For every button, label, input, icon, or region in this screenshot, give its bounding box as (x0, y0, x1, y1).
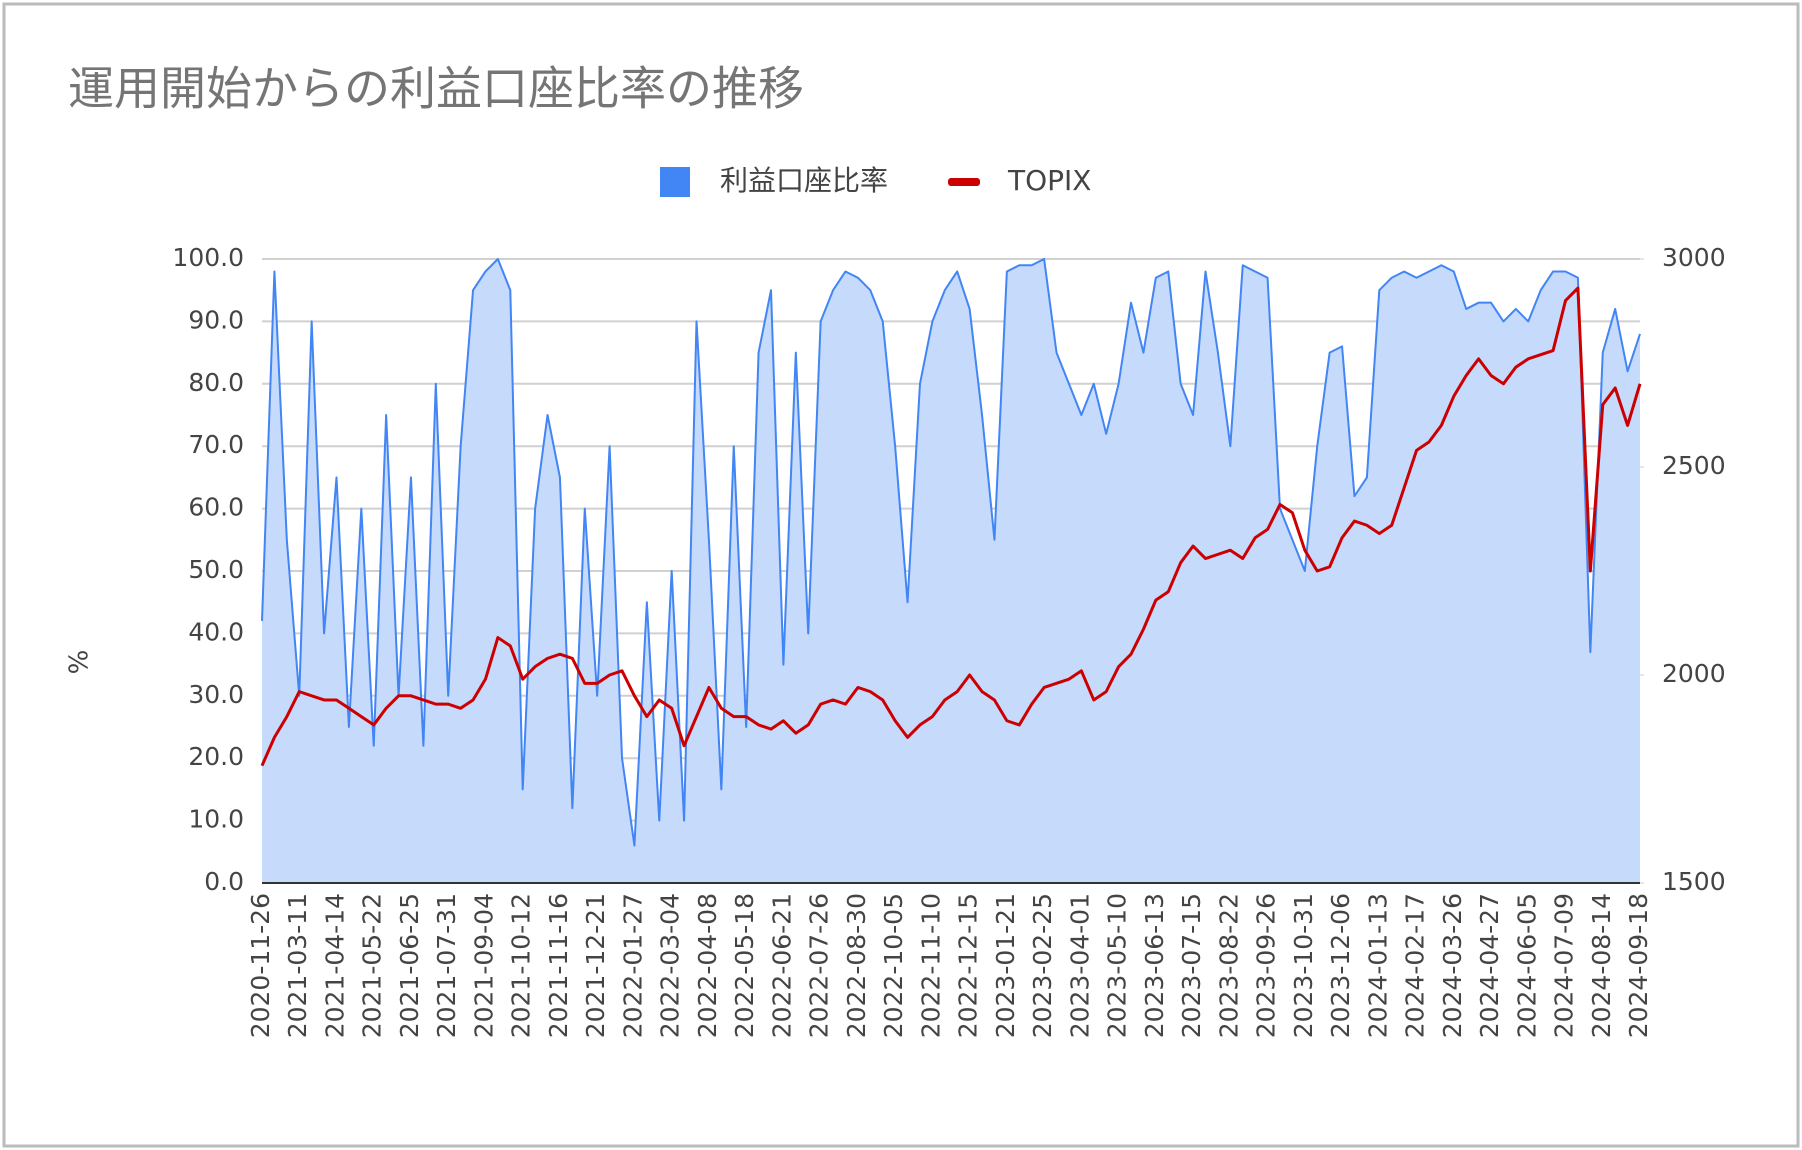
legend-label: 利益口座比率 (720, 164, 888, 197)
x-tick-label: 2022-07-26 (805, 893, 834, 1038)
y-tick-label: 50.0 (188, 555, 244, 584)
x-tick-label: 2021-12-21 (581, 893, 610, 1038)
x-tick-label: 2023-06-13 (1140, 893, 1169, 1038)
x-tick-label: 2024-07-09 (1550, 893, 1579, 1038)
chart-title: 運用開始からの利益口座比率の推移 (68, 62, 804, 116)
y-tick-label: 40.0 (188, 617, 244, 646)
x-tick-label: 2024-08-14 (1587, 893, 1616, 1038)
x-tick-label: 2023-09-26 (1252, 893, 1281, 1038)
x-tick-label: 2021-05-22 (358, 893, 387, 1038)
legend-swatch (948, 178, 981, 186)
x-tick-label: 2022-06-21 (767, 893, 796, 1038)
x-tick-label: 2022-10-05 (879, 893, 908, 1038)
x-tick-label: 2021-03-11 (283, 893, 312, 1038)
y-tick-label: 30.0 (188, 680, 244, 709)
y-tick-label: 60.0 (188, 493, 244, 522)
y-tick-label: 90.0 (188, 305, 244, 334)
x-tick-label: 2024-03-26 (1438, 893, 1467, 1038)
y2-tick-label: 1500 (1662, 867, 1726, 896)
x-tick-label: 2023-05-10 (1103, 893, 1132, 1038)
x-tick-label: 2024-09-18 (1624, 893, 1653, 1038)
legend-swatch (660, 167, 690, 197)
x-tick-label: 2024-06-05 (1512, 893, 1541, 1038)
y2-tick-label: 2500 (1662, 451, 1726, 480)
x-tick-label: 2024-02-17 (1401, 893, 1430, 1038)
x-tick-label: 2024-01-13 (1363, 893, 1392, 1038)
x-tick-label: 2023-04-01 (1065, 893, 1094, 1038)
x-tick-label: 2023-01-21 (991, 893, 1020, 1038)
x-tick-label: 2022-01-27 (618, 893, 647, 1038)
y2-tick-label: 3000 (1662, 243, 1726, 272)
x-tick-label: 2020-11-26 (246, 893, 275, 1038)
x-tick-label: 2021-04-14 (320, 893, 349, 1038)
x-tick-label: 2021-06-25 (395, 893, 424, 1038)
x-tick-label: 2022-04-08 (693, 893, 722, 1038)
x-tick-label: 2023-08-22 (1214, 893, 1243, 1038)
x-tick-label: 2022-08-30 (842, 893, 871, 1038)
x-tick-label: 2022-12-15 (954, 893, 983, 1038)
x-tick-label: 2022-05-18 (730, 893, 759, 1038)
area (262, 259, 1640, 883)
legend-label: TOPIX (1007, 164, 1091, 197)
x-tick-label: 2021-09-04 (469, 893, 498, 1038)
x-tick-label: 2021-07-31 (432, 893, 461, 1038)
x-tick-label: 2021-10-12 (507, 893, 536, 1038)
x-tick-label: 2023-12-06 (1326, 893, 1355, 1038)
x-tick-label: 2024-04-27 (1475, 893, 1504, 1038)
x-tick-label: 2021-11-16 (544, 893, 573, 1038)
x-tick-label: 2023-02-25 (1028, 893, 1057, 1038)
y-tick-label: 10.0 (188, 805, 244, 834)
y2-tick-label: 2000 (1662, 659, 1726, 688)
y-tick-label: 100.0 (172, 243, 244, 272)
x-tick-label: 2022-03-04 (656, 893, 685, 1038)
y-tick-label: 70.0 (188, 430, 244, 459)
y-tick-label: 0.0 (204, 867, 244, 896)
y-tick-label: 80.0 (188, 368, 244, 397)
x-tick-label: 2023-07-15 (1177, 893, 1206, 1038)
x-tick-label: 2022-11-10 (916, 893, 945, 1038)
line (261, 258, 1641, 847)
y-axis-label: % (65, 650, 95, 675)
x-tick-label: 2023-10-31 (1289, 893, 1318, 1038)
y-tick-label: 20.0 (188, 742, 244, 771)
line (260, 286, 1642, 767)
